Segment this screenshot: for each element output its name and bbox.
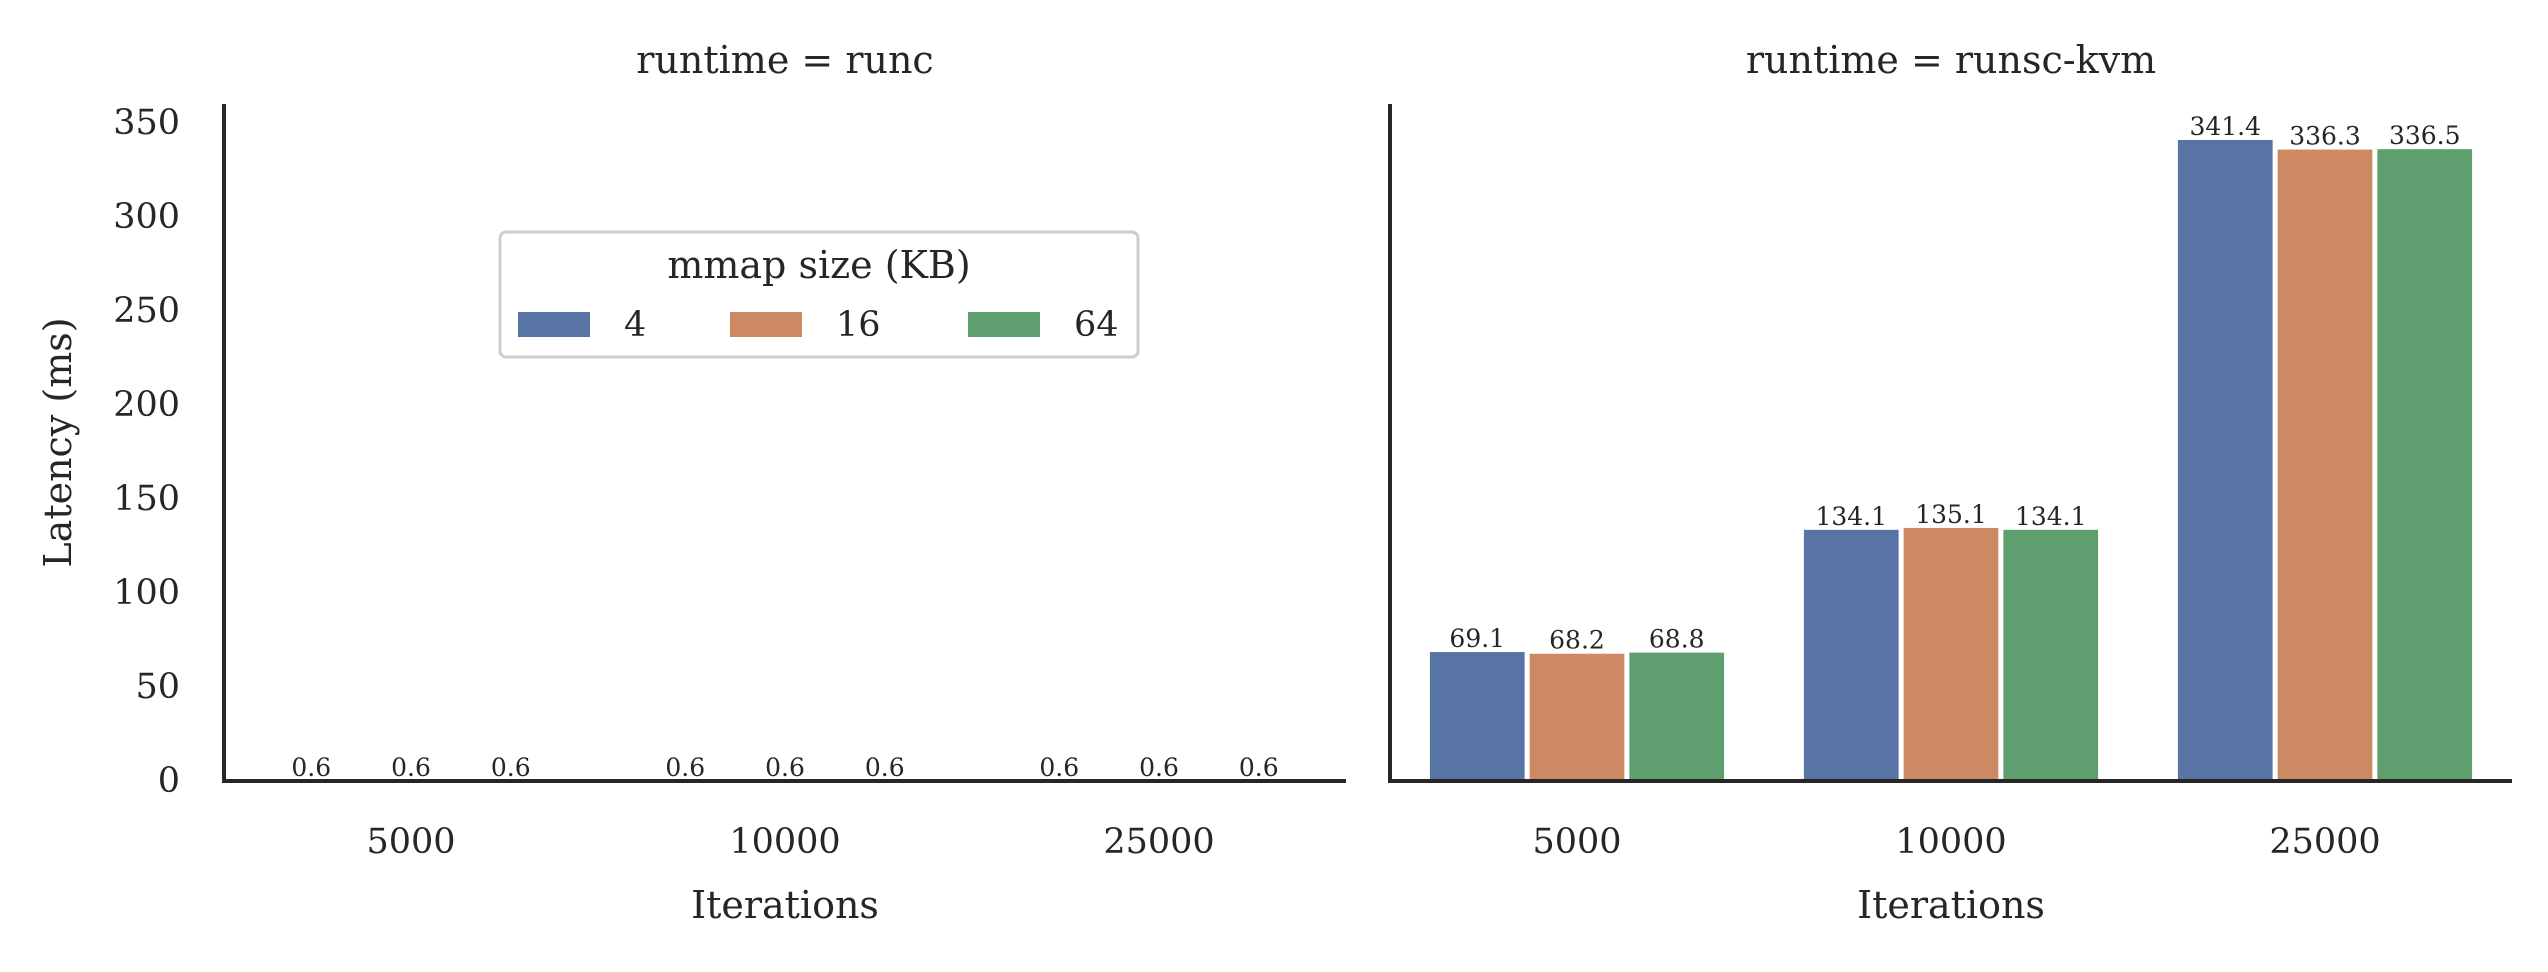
bar-value-label: 0.6 [1239,753,1279,782]
bar-value-label: 135.1 [1915,500,1987,529]
bar-value-label: 68.2 [1549,626,1605,655]
bar-value-label: 0.6 [491,753,531,782]
x-axis-label: Iterations [691,883,879,927]
x-tick-label: 25000 [1103,822,1214,862]
bar-value-label: 0.6 [391,753,431,782]
bar [2375,147,2475,782]
y-tick-label: 100 [113,573,180,613]
x-tick-label: 5000 [1532,822,1621,862]
bar-value-label: 336.3 [2289,122,2361,151]
x-tick-label: 10000 [729,822,840,862]
panel-title: runtime = runsc-kvm [1746,38,2156,82]
legend-entry-label: 16 [836,305,881,345]
bar-value-label: 336.5 [2389,121,2461,150]
bar [1901,525,2001,782]
x-axis-label: Iterations [1857,883,2045,927]
bar-value-label: 341.4 [2189,112,2261,141]
legend-swatch [968,312,1040,337]
bar [1627,650,1727,783]
y-tick-label: 300 [113,197,180,237]
bar-value-label: 0.6 [865,753,905,782]
y-tick-label: 350 [113,103,180,143]
legend-title: mmap size (KB) [667,243,970,287]
bar [2275,147,2375,783]
x-tick-label: 5000 [366,822,455,862]
bar-value-label: 0.6 [1139,753,1179,782]
y-tick-label: 150 [113,479,180,519]
bar-value-label: 68.8 [1649,625,1705,654]
bar-value-label: 0.6 [665,753,705,782]
y-tick-label: 0 [158,761,180,801]
bar [1801,527,1901,782]
bar-value-label: 69.1 [1449,624,1505,653]
panel-title: runtime = runc [636,38,933,82]
bar [1527,651,1627,782]
bar-value-label: 0.6 [1039,753,1079,782]
bar-value-label: 0.6 [765,753,805,782]
y-tick-label: 250 [113,291,180,331]
legend-swatch [730,312,802,337]
y-axis-label: Latency (ms) [36,317,80,567]
bar-value-label: 134.1 [2015,502,2087,531]
bar [2001,527,2101,782]
legend-entry-label: 4 [624,305,646,345]
bar [1427,650,1527,782]
x-tick-label: 10000 [1895,822,2006,862]
legend-swatch [518,312,590,337]
x-tick-label: 25000 [2269,822,2380,862]
y-tick-label: 200 [113,385,180,425]
legend-entry-label: 64 [1074,305,1119,345]
y-tick-label: 50 [135,667,180,707]
bar [2175,137,2275,782]
bar-value-label: 0.6 [291,753,331,782]
bar-value-label: 134.1 [1815,502,1887,531]
